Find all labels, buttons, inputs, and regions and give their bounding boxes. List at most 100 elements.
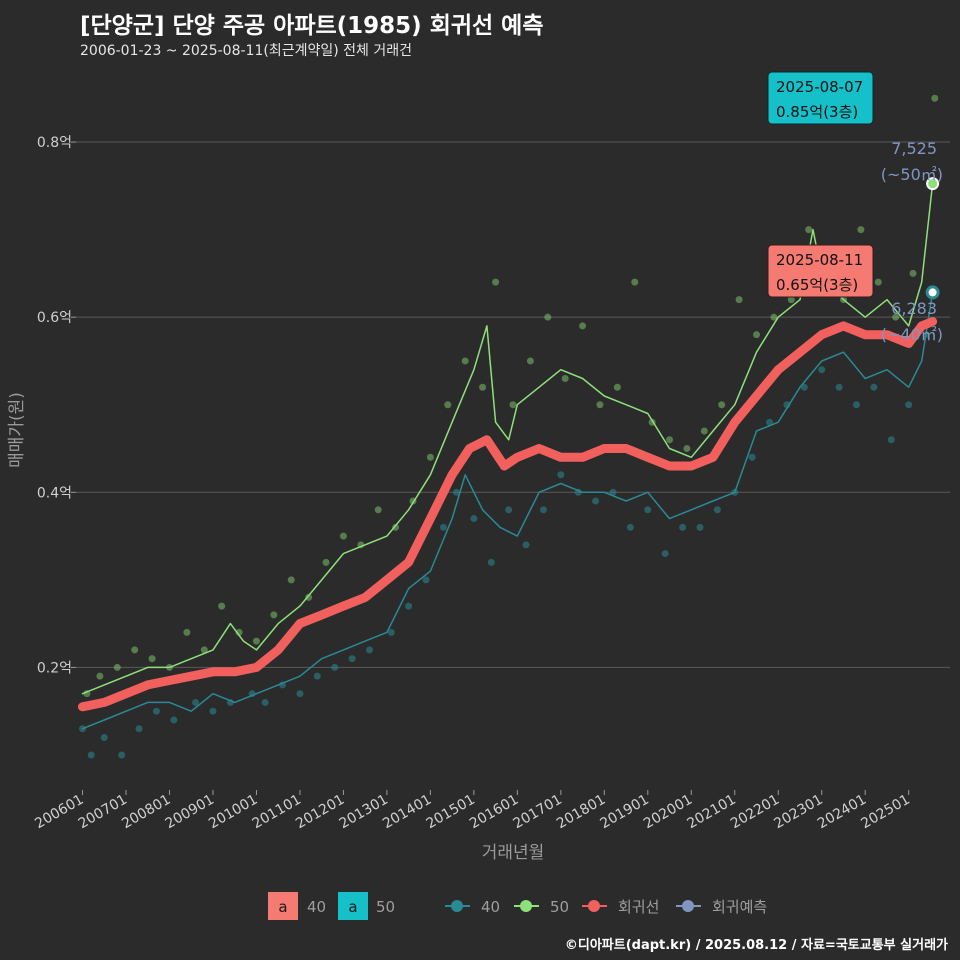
scatter-point-50 xyxy=(683,445,691,453)
scatter-point-50 xyxy=(735,296,743,304)
legend-line-regression-label: 회귀선 xyxy=(618,898,659,916)
scatter-point-40 xyxy=(87,751,95,759)
scatter-point-40 xyxy=(713,506,721,514)
legend-line-regression: 회귀선 xyxy=(582,898,659,916)
scatter-point-50 xyxy=(718,401,726,409)
scatter-point-40 xyxy=(626,523,634,531)
annotation-40-price: 0.65억(3층) xyxy=(776,276,858,294)
y-tick-label: 0.8억 xyxy=(37,135,72,151)
scatter-point-40 xyxy=(870,383,878,391)
x-tick-label: 200601 xyxy=(32,792,86,833)
legend-line-forecast-label: 회귀예측 xyxy=(712,898,767,916)
last-values: 7,525 (~50㎡) 6,283 (~40㎡) xyxy=(881,139,943,344)
x-tick-label: 202401 xyxy=(815,792,869,833)
scatter-point-40 xyxy=(818,366,826,374)
scatter-point-50 xyxy=(131,646,139,654)
scatter-point-50 xyxy=(753,331,761,339)
last-value-40: 6,283 xyxy=(891,299,937,318)
annotation-40: 2025-08-11 0.65억(3층) xyxy=(767,244,874,298)
scatter-point-50 xyxy=(509,401,517,409)
scatter-point-50 xyxy=(252,637,260,645)
scatter-point-50 xyxy=(909,269,917,277)
scatter-point-40 xyxy=(853,401,861,409)
scatter-point-40 xyxy=(439,523,447,531)
scatter-point-40 xyxy=(539,506,547,514)
scatter-point-50 xyxy=(892,313,900,321)
scatter-point-50 xyxy=(579,322,587,330)
regression-line xyxy=(78,317,938,712)
scatter-point-50 xyxy=(666,436,674,444)
x-tick-label: 201501 xyxy=(424,792,478,833)
scatter-point-40 xyxy=(644,506,652,514)
scatter-point-40 xyxy=(522,541,530,549)
x-tick-label: 202101 xyxy=(684,792,738,833)
scatter-point-40 xyxy=(405,602,413,610)
scatter-point-40 xyxy=(135,725,143,733)
scatter-point-50 xyxy=(526,357,534,365)
x-tick-label: 201401 xyxy=(380,792,434,833)
legend-line-40-label: 40 xyxy=(481,898,500,916)
scatter-point-50 xyxy=(200,646,208,654)
scatter-point-50 xyxy=(444,401,452,409)
scatter-point-40 xyxy=(592,497,600,505)
scatter-point-50 xyxy=(544,313,552,321)
scatter-point-50 xyxy=(770,313,778,321)
x-tick-label: 202201 xyxy=(728,792,782,833)
x-tick-label: 201201 xyxy=(293,792,347,833)
scatter-point-50 xyxy=(700,427,708,435)
endpoint-40 xyxy=(925,285,940,300)
x-tick-label: 201801 xyxy=(554,792,608,833)
legend-fill-40-key xyxy=(268,892,298,920)
scatter-point-50 xyxy=(613,383,621,391)
legend-line-50: 50 xyxy=(514,898,569,916)
scatter-point-40 xyxy=(696,523,704,531)
scatter-point-40 xyxy=(261,698,269,706)
scatter-point-50 xyxy=(479,383,487,391)
scatter-point-40 xyxy=(331,663,339,671)
legend-fill-40-label: 40 xyxy=(307,898,326,916)
endpoint-50 xyxy=(926,177,940,191)
legend-line-forecast: 회귀예측 xyxy=(676,898,767,916)
x-tick-label: 200901 xyxy=(163,792,217,833)
scatter-point-50 xyxy=(287,576,295,584)
x-tick-label: 201301 xyxy=(337,792,391,833)
scatter-point-40 xyxy=(505,506,513,514)
y-axis: 0.2억 0.4억 0.6억 0.8억 xyxy=(37,135,76,676)
scatter-point-50 xyxy=(857,226,865,234)
last-value-50: 7,525 xyxy=(891,139,937,158)
annotation-50: 2025-08-07 0.85억(3층) xyxy=(767,71,874,125)
scatter-point-50 xyxy=(374,506,382,514)
legend-fill-50-key-text: a xyxy=(348,898,357,916)
chart-subtitle: 2006-01-23 ~ 2025-08-11(최근계약일) 전체 거래건 xyxy=(80,43,412,59)
y-axis-title: 매매가(원) xyxy=(7,392,27,468)
legend-line-50-label: 50 xyxy=(550,898,569,916)
scatter-point-50 xyxy=(492,278,500,286)
legend: a 40 a 50 40 50 회귀선 회귀예측 xyxy=(268,892,767,920)
annotation-50-date: 2025-08-07 xyxy=(776,78,863,96)
scatter-point-50 xyxy=(596,401,604,409)
scatter-point-40 xyxy=(118,751,126,759)
scatter-point-40 xyxy=(387,628,395,636)
series-endpoints xyxy=(925,177,940,300)
scatter-point-50 xyxy=(931,94,939,102)
scatter-point-40 xyxy=(905,401,913,409)
source-credit: ©디아파트(dapt.kr) / 2025.08.12 / 자료=국토교통부 실… xyxy=(564,938,948,953)
annotation-40-box xyxy=(767,244,874,298)
annotation-50-price: 0.85억(3층) xyxy=(776,103,858,121)
scatter-point-40 xyxy=(296,690,304,698)
scatter-point-50 xyxy=(461,357,469,365)
y-tick-label: 0.4억 xyxy=(37,485,72,501)
scatter-points xyxy=(79,94,939,759)
scatter-point-40 xyxy=(887,436,895,444)
y-tick-label: 0.6억 xyxy=(37,310,72,326)
scatter-point-40 xyxy=(766,418,774,426)
scatter-point-40 xyxy=(748,453,756,461)
scatter-point-50 xyxy=(392,523,400,531)
scatter-point-40 xyxy=(661,550,669,558)
scatter-point-40 xyxy=(470,515,478,523)
x-tick-label: 200701 xyxy=(76,792,130,833)
scatter-point-40 xyxy=(679,523,687,531)
scatter-point-40 xyxy=(192,698,200,706)
x-axis-title: 거래년월 xyxy=(482,843,545,863)
x-axis: 2006012007012008012009012010012011012012… xyxy=(32,790,913,833)
